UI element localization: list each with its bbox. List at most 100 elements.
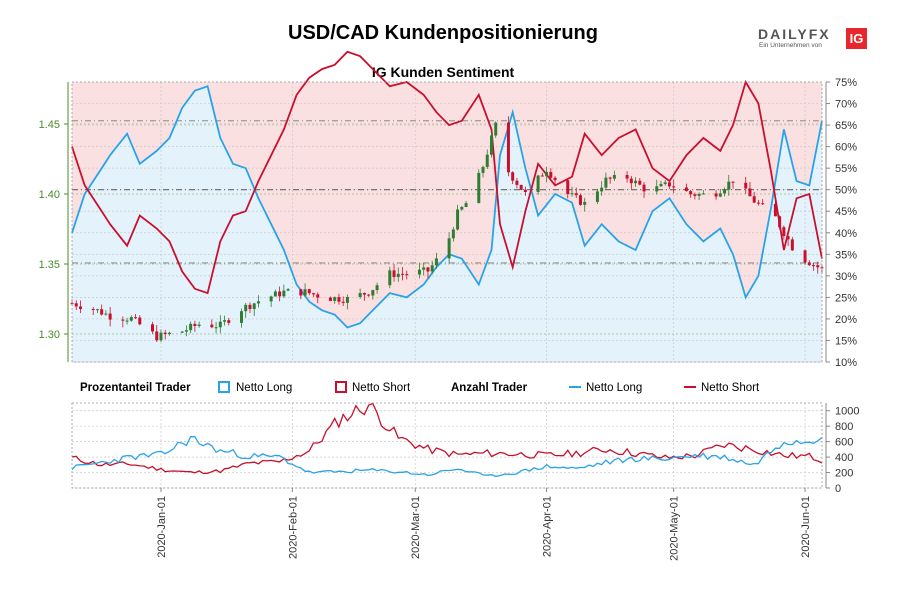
percent-tick-label: 40% [835,228,857,240]
candle-body [184,330,188,332]
candle-body [333,297,337,301]
candle-body [574,193,578,196]
candle-body [477,172,481,204]
candle-body [778,216,782,228]
candle-body [417,269,421,275]
candle-body [189,323,193,331]
candle-body [286,289,290,291]
logo-brand-b: FX [808,26,831,42]
count-tick-label: 800 [835,421,853,433]
candle-body [464,203,468,207]
legend-pct-long: Netto Long [236,382,292,394]
candle-body [642,184,646,192]
netto-short-pct-line [71,50,823,295]
percent-tick-label: 75% [835,77,857,89]
count-tick-label: 0 [835,483,841,495]
candle-body [95,309,99,311]
percent-tick-label: 70% [835,99,857,111]
candle-body [549,171,553,178]
candle-body [273,291,277,297]
candle-body [426,267,430,272]
candle-body [634,180,638,184]
candle-body [78,306,82,309]
netto-short-count-line [71,402,823,475]
candle-body [125,320,129,322]
dailyfx-logo[interactable]: DAILYFX Ein Unternehmen von IG [758,26,870,52]
candle-body [523,189,527,192]
candle-body [553,177,557,181]
candle-body [672,186,676,188]
candle-body [612,175,616,179]
candle-body [485,154,489,167]
candle-body [430,265,434,272]
candle-body [129,317,133,321]
candle-body [816,265,820,268]
percent-tick-label: 35% [835,249,857,261]
percent-tick-label: 60% [835,142,857,154]
candle-body [748,188,752,197]
candle-body [367,294,371,296]
candle-body [307,289,311,294]
price-tick-label: 1.40 [39,189,60,201]
logo-brand: DAILYFX [758,26,831,42]
candle-body [803,250,807,263]
legend-count-short: Netto Short [701,382,760,394]
candle-body [756,202,760,204]
candle-body [727,181,731,190]
candle-body [100,309,104,315]
candle-body [659,183,663,187]
candle-body [663,182,667,184]
candle-body [566,180,570,195]
logo-brand-a: DAILY [758,26,809,42]
candle-body [167,332,171,335]
candle-body [752,196,756,203]
candle-body [447,238,451,259]
candle-body [70,303,74,305]
candle-body [595,191,599,202]
candle-body [303,289,307,296]
candle-body [434,258,438,266]
candle-body [341,301,345,303]
candle-body [405,274,409,276]
candle-body [519,184,523,190]
candle-body [269,296,273,302]
count-tick-label: 400 [835,452,853,464]
date-tick-label: 2020-Feb-01 [287,496,299,559]
candle-body [761,203,765,205]
candle-body [625,175,629,179]
candle-body [489,135,493,155]
candle-body [138,317,142,325]
candle-body [638,180,642,185]
date-tick-label: 2020-Mar-01 [410,496,422,559]
candle-body [197,324,201,326]
candle-body [536,175,540,192]
date-tick-label: 2020-Jan-01 [156,496,168,558]
percent-tick-label: 20% [835,314,857,326]
candle-body [506,122,510,173]
candle-body [456,209,460,230]
candle-body [583,201,587,205]
date-tick-label: 2020-Apr-01 [542,496,554,557]
candle-body [460,206,464,210]
candle-body [807,262,811,266]
candle-body [91,308,95,310]
candle-body [684,187,688,192]
plot-frame [71,81,823,363]
candle-body [494,122,498,136]
legend-long-swatch [218,381,230,393]
candle-body [151,324,155,332]
candle-body [248,304,252,310]
candle-body [782,227,786,237]
candle-body [451,229,455,239]
candle-body [600,187,604,192]
legend-short-swatch [335,381,347,393]
percent-tick-label: 45% [835,206,857,218]
candle-body [578,195,582,205]
candle-body [790,239,794,251]
candle-body [345,296,349,303]
date-tick-label: 2020-May-01 [669,496,681,561]
candle-body [312,293,316,295]
candle-body [214,327,218,329]
candle-body [218,321,222,328]
